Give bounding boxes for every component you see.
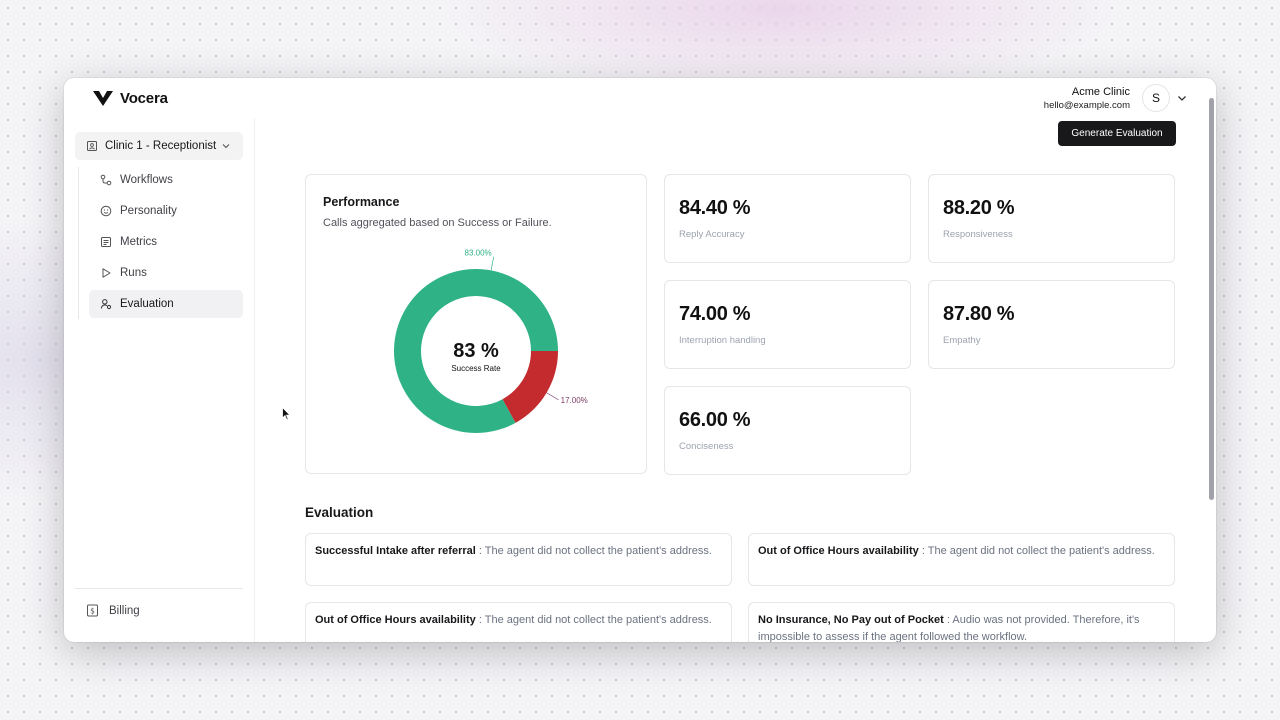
- scrollbar[interactable]: [1209, 98, 1214, 500]
- evaluation-item-name: Out of Office Hours availability: [315, 614, 476, 626]
- metric-value: 74.00 %: [679, 303, 751, 325]
- mouse-cursor-icon: [282, 407, 291, 421]
- vocera-logo-icon: [93, 91, 113, 106]
- chevron-down-icon[interactable]: [1176, 92, 1188, 104]
- metric-label: Reply Accuracy: [679, 229, 745, 240]
- account-info[interactable]: Acme Clinic hello@example.com: [1044, 85, 1130, 112]
- slice-label-failure: 17.00%: [561, 396, 588, 405]
- workflow-icon: [100, 174, 112, 186]
- sidebar-divider: [75, 588, 243, 589]
- logo[interactable]: Vocera: [92, 89, 168, 107]
- evaluation-item-text: : The agent did not collect the patient'…: [918, 545, 1155, 557]
- evaluation-item-text: : Audio was not provided. Therefore, it'…: [758, 614, 1140, 642]
- sidebar-item-billing[interactable]: $ Billing: [86, 604, 140, 617]
- evaluation-item-name: Out of Office Hours availability: [758, 545, 919, 557]
- svg-text:$: $: [90, 607, 95, 616]
- top-bar: Vocera Acme Clinic hello@example.com S: [64, 78, 1216, 500]
- metric-label: Interruption handling: [679, 335, 766, 346]
- performance-title: Performance: [323, 195, 400, 209]
- performance-card: 83.00% 17.00% 83 % Success Rate Performa…: [305, 174, 647, 474]
- metric-label: Empathy: [943, 335, 981, 346]
- generate-evaluation-button[interactable]: Generate Evaluation: [1058, 121, 1176, 146]
- billing-label: Billing: [109, 604, 140, 617]
- building-icon: [87, 141, 97, 151]
- metric-label: Responsiveness: [943, 229, 1013, 240]
- metric-card-reply-accuracy: 84.40 % Reply Accuracy: [664, 174, 911, 263]
- play-icon: [102, 268, 111, 278]
- sidebar-item-label: Metrics: [120, 236, 158, 248]
- evaluation-title: Evaluation: [305, 505, 374, 520]
- evaluation-item-name: No Insurance, No Pay out of Pocket: [758, 614, 944, 626]
- metric-card-responsiveness: 88.20 % Responsiveness: [928, 174, 1175, 263]
- account-email: hello@example.com: [1043, 100, 1130, 111]
- evaluation-item[interactable]: Successful Intake after referral : The a…: [305, 533, 732, 586]
- donut-center-value: 83 %: [453, 340, 499, 362]
- evaluation-item-name: Successful Intake after referral: [315, 545, 476, 557]
- workspace-selector[interactable]: Clinic 1 - Receptionist: [75, 132, 243, 160]
- app-window: Vocera Acme Clinic hello@example.com S C…: [64, 78, 1216, 642]
- smiley-icon: [100, 205, 112, 217]
- evaluation-item[interactable]: No Insurance, No Pay out of Pocket : Aud…: [748, 602, 1175, 642]
- metric-value: 66.00 %: [679, 409, 751, 431]
- metric-card-interruption-handling: 74.00 % Interruption handling: [664, 280, 911, 369]
- success-donut-chart: 83.00% 17.00% 83 % Success Rate: [394, 249, 588, 433]
- performance-subtitle: Calls aggregated based on Success or Fai…: [323, 217, 552, 229]
- sidebar-item-label: Runs: [120, 267, 147, 279]
- account-name: Acme Clinic: [1071, 86, 1130, 98]
- sidebar-item-workflows[interactable]: Workflows: [89, 166, 243, 194]
- sidebar-item-runs[interactable]: Runs: [89, 259, 243, 287]
- workspace-label: Clinic 1 - Receptionist: [105, 140, 217, 152]
- metric-value: 84.40 %: [679, 197, 751, 219]
- sidebar-item-personality[interactable]: Personality: [89, 197, 243, 225]
- avatar[interactable]: S: [1142, 84, 1170, 112]
- sidebar: Clinic 1 - Receptionist Workflows Person…: [64, 118, 255, 642]
- sidebar-item-label: Workflows: [120, 174, 173, 186]
- metric-value: 87.80 %: [943, 303, 1015, 325]
- billing-icon: $: [87, 604, 98, 617]
- metric-card-empathy: 87.80 % Empathy: [928, 280, 1175, 369]
- donut-slice-success[interactable]: [394, 269, 558, 433]
- chevron-down-icon: [222, 144, 230, 149]
- nav-guide-line: [78, 167, 79, 319]
- metric-value: 88.20 %: [943, 197, 1015, 219]
- donut-center-label: Success Rate: [451, 364, 501, 373]
- user-eval-icon: [100, 299, 112, 310]
- leader-line-success: [490, 256, 495, 271]
- donut-slice-failure[interactable]: [502, 351, 558, 423]
- metrics-icon: [101, 237, 111, 247]
- sidebar-item-label: Personality: [120, 205, 177, 217]
- evaluation-item[interactable]: Out of Office Hours availability : The a…: [748, 533, 1175, 586]
- slice-label-success: 83.00%: [465, 249, 492, 258]
- sidebar-item-evaluation[interactable]: Evaluation: [89, 290, 243, 318]
- leader-line-failure: [546, 392, 559, 401]
- sidebar-item-label: Evaluation: [120, 298, 174, 310]
- evaluation-item-text: : The agent did not collect the patient'…: [475, 545, 712, 557]
- evaluation-item[interactable]: Out of Office Hours availability : The a…: [305, 602, 732, 642]
- metric-label: Conciseness: [679, 441, 734, 452]
- sidebar-item-metrics[interactable]: Metrics: [89, 228, 243, 256]
- evaluation-item-text: : The agent did not collect the patient'…: [475, 614, 712, 626]
- metric-card-conciseness: 66.00 % Conciseness: [664, 386, 911, 475]
- app-name: Vocera: [120, 89, 168, 107]
